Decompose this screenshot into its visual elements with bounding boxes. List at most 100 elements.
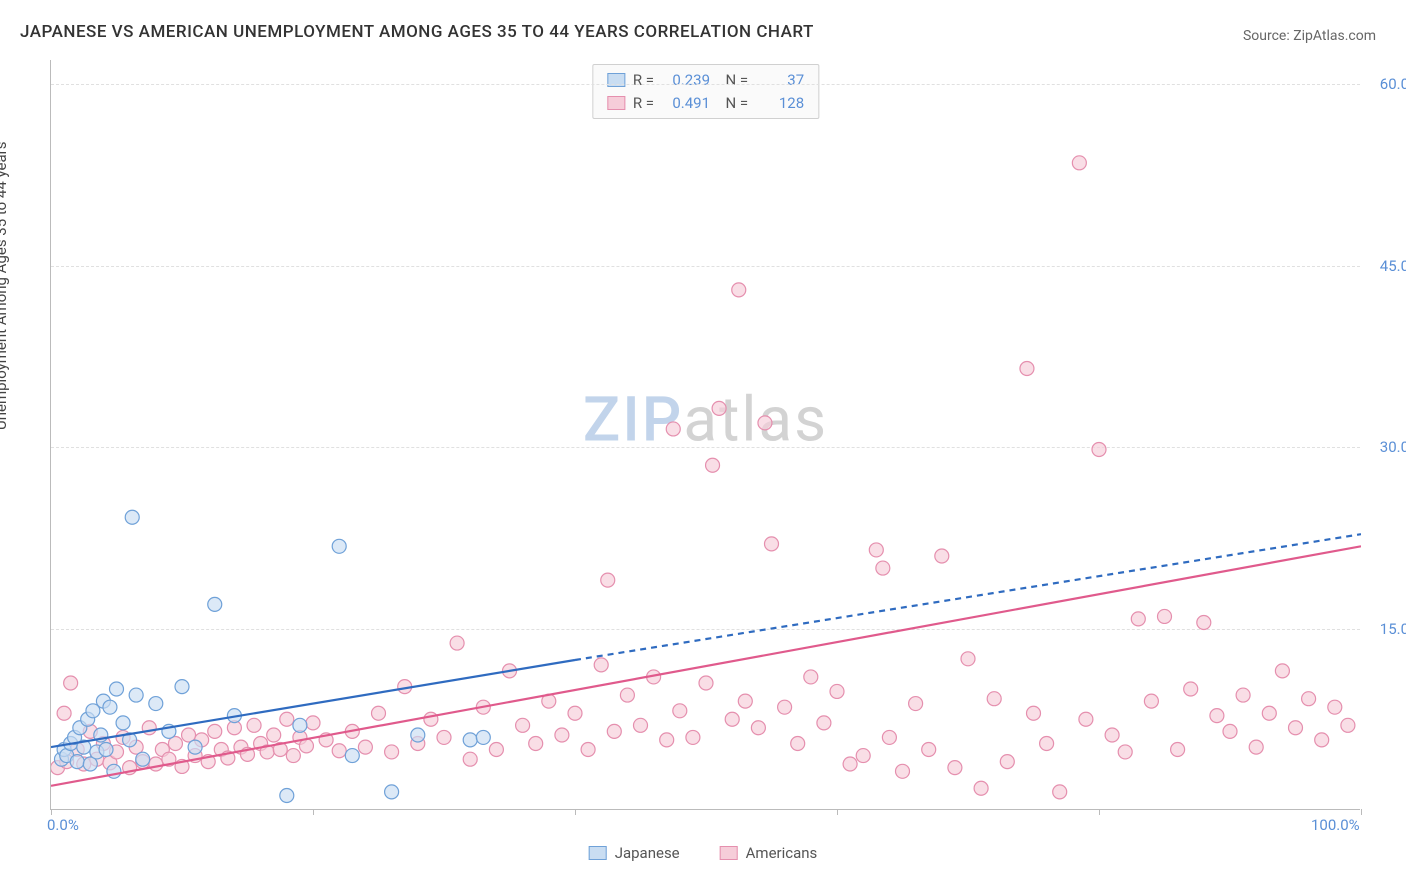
data-point	[817, 716, 831, 730]
data-point	[882, 730, 896, 744]
data-point	[896, 764, 910, 778]
data-point	[804, 670, 818, 684]
data-point	[1315, 733, 1329, 747]
data-point	[686, 730, 700, 744]
bottom-legend: Japanese Americans	[589, 844, 818, 862]
data-point	[601, 573, 615, 587]
data-point	[1092, 443, 1106, 457]
trend-line-dashed	[575, 534, 1361, 660]
data-point	[1171, 743, 1185, 757]
data-point	[463, 752, 477, 766]
plot-area: ZIPatlas R = 0.239 N = 37 R = 0.491 N = …	[50, 60, 1360, 810]
data-point	[332, 744, 346, 758]
data-point	[1053, 785, 1067, 799]
data-point	[1027, 706, 1041, 720]
data-point	[247, 718, 261, 732]
data-point	[99, 743, 113, 757]
data-point	[437, 730, 451, 744]
data-point	[385, 745, 399, 759]
data-point	[607, 724, 621, 738]
data-point	[1000, 755, 1014, 769]
x-tick-label: 100.0%	[1311, 816, 1360, 834]
y-axis-label: Unemployment Among Ages 35 to 44 years	[0, 142, 10, 430]
data-point	[136, 752, 150, 766]
data-point	[267, 728, 281, 742]
chart-svg	[51, 60, 1361, 810]
chart-title: JAPANESE VS AMERICAN UNEMPLOYMENT AMONG …	[20, 22, 814, 42]
data-point	[948, 761, 962, 775]
data-point	[116, 716, 130, 730]
data-point	[869, 543, 883, 557]
data-point	[129, 688, 143, 702]
data-point	[738, 694, 752, 708]
x-tick-label: 0.0%	[47, 816, 79, 834]
y-tick-label: 60.0%	[1365, 75, 1406, 93]
data-point	[1249, 740, 1263, 754]
data-point	[555, 728, 569, 742]
trend-line	[51, 546, 1361, 786]
data-point	[1210, 709, 1224, 723]
data-point	[476, 730, 490, 744]
x-tick-mark	[1361, 809, 1362, 815]
data-point	[791, 736, 805, 750]
data-point	[706, 458, 720, 472]
data-point	[712, 401, 726, 415]
data-point	[1302, 692, 1316, 706]
data-point	[751, 721, 765, 735]
data-point	[1020, 361, 1034, 375]
data-point	[1158, 609, 1172, 623]
data-point	[1341, 718, 1355, 732]
data-point	[516, 718, 530, 732]
legend-item-americans: Americans	[720, 844, 818, 862]
data-point	[175, 680, 189, 694]
y-tick-label: 45.0%	[1365, 257, 1406, 275]
data-point	[280, 712, 294, 726]
data-point	[103, 700, 117, 714]
legend-label-americans: Americans	[746, 844, 818, 862]
data-point	[70, 755, 84, 769]
data-point	[673, 704, 687, 718]
data-point	[110, 682, 124, 696]
data-point	[1072, 156, 1086, 170]
y-tick-label: 30.0%	[1365, 438, 1406, 456]
data-point	[372, 706, 386, 720]
data-point	[856, 749, 870, 763]
data-point	[1144, 694, 1158, 708]
data-point	[634, 718, 648, 732]
data-point	[188, 740, 202, 754]
data-point	[620, 688, 634, 702]
data-point	[1262, 706, 1276, 720]
data-point	[149, 757, 163, 771]
data-point	[358, 740, 372, 754]
data-point	[758, 416, 772, 430]
data-point	[280, 788, 294, 802]
data-point	[385, 785, 399, 799]
data-point	[1328, 700, 1342, 714]
data-point	[208, 724, 222, 738]
data-point	[660, 733, 674, 747]
data-point	[1236, 688, 1250, 702]
data-point	[594, 658, 608, 672]
data-point	[489, 743, 503, 757]
data-point	[909, 697, 923, 711]
data-point	[293, 718, 307, 732]
data-point	[529, 736, 543, 750]
data-point	[568, 706, 582, 720]
data-point	[286, 749, 300, 763]
data-point	[935, 549, 949, 563]
data-point	[332, 539, 346, 553]
data-point	[1040, 736, 1054, 750]
data-point	[666, 422, 680, 436]
data-point	[1131, 612, 1145, 626]
data-point	[411, 728, 425, 742]
data-point	[64, 676, 78, 690]
data-point	[922, 743, 936, 757]
data-point	[1223, 724, 1237, 738]
legend-item-japanese: Japanese	[589, 844, 680, 862]
legend-swatch-americans	[720, 846, 738, 860]
data-point	[961, 652, 975, 666]
data-point	[1118, 745, 1132, 759]
data-point	[149, 697, 163, 711]
data-point	[1197, 616, 1211, 630]
data-point	[306, 716, 320, 730]
